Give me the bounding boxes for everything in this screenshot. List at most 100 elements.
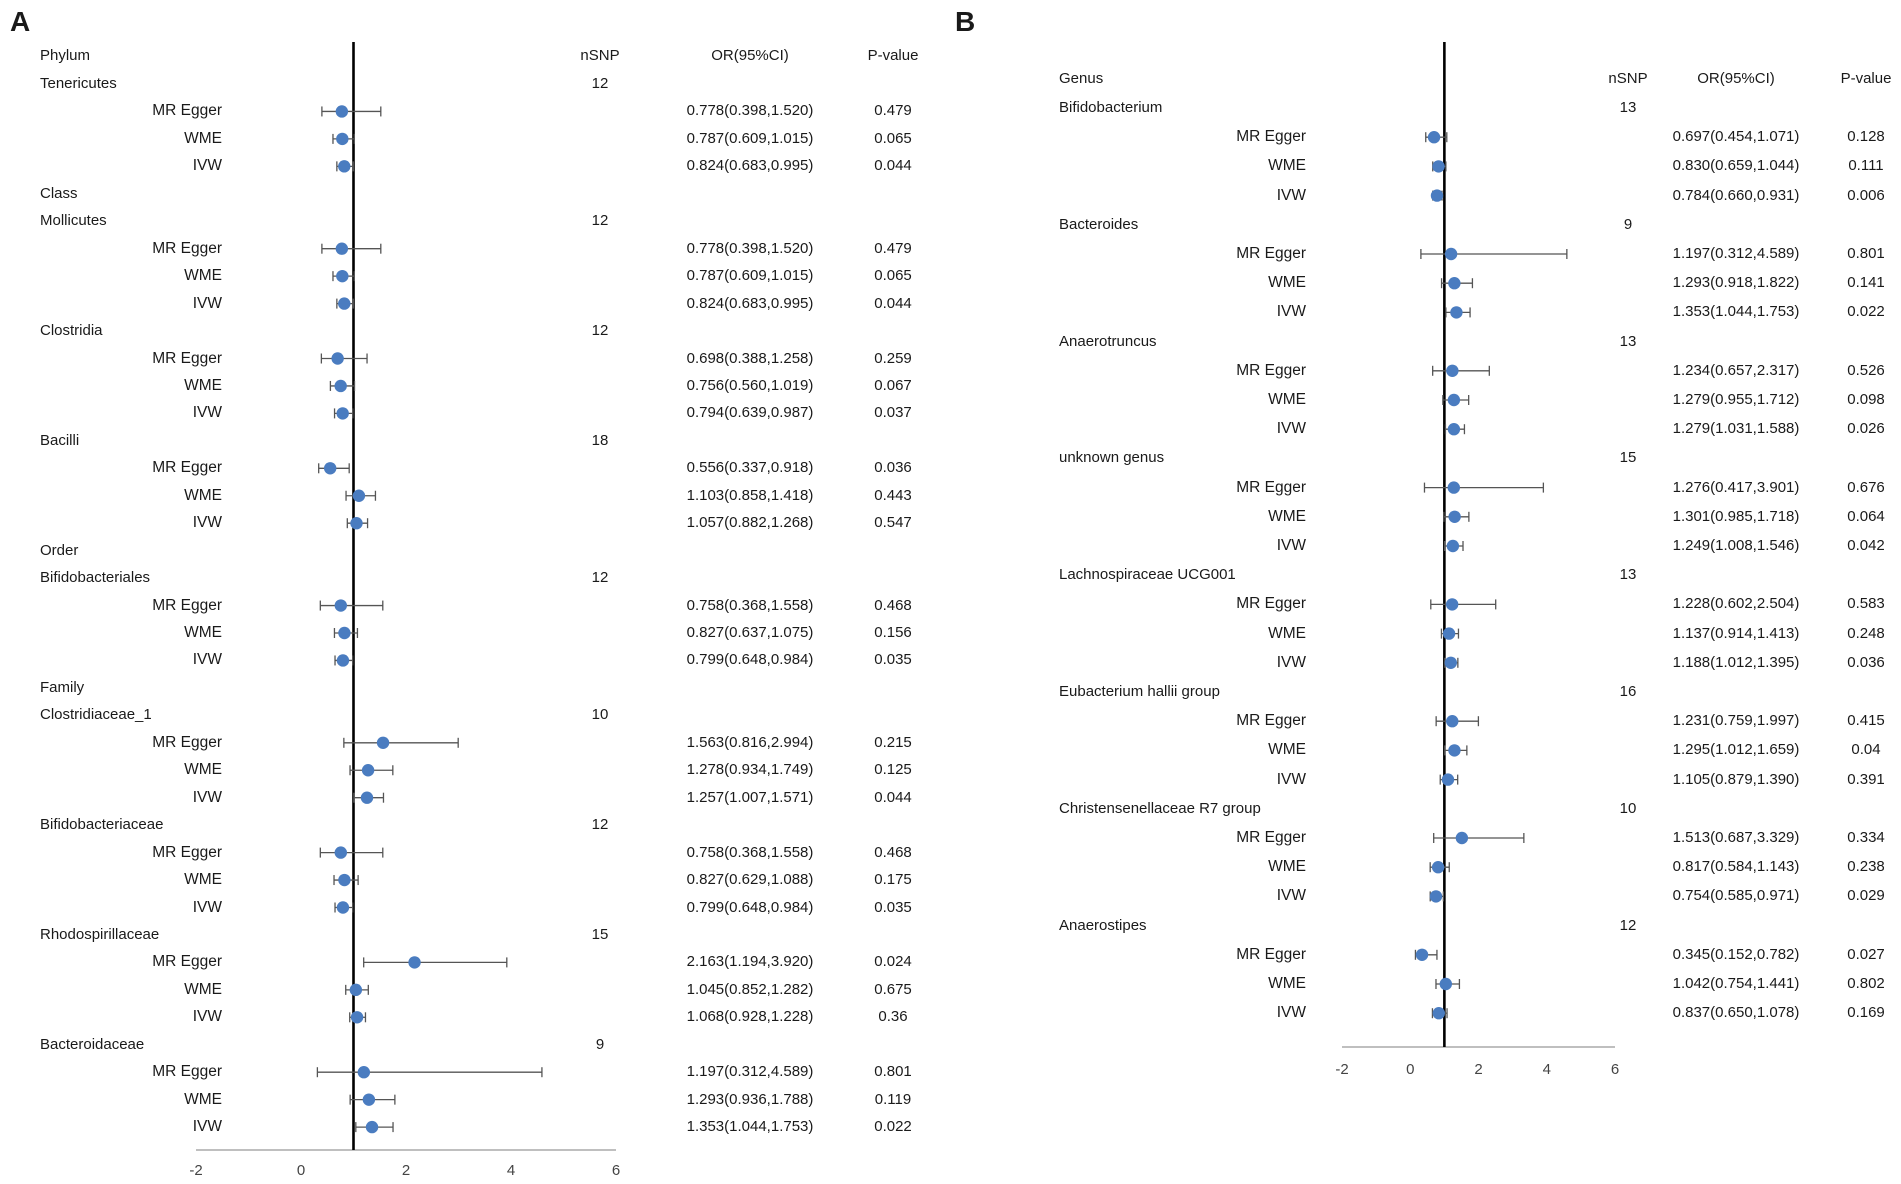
or-point (335, 242, 349, 255)
method-label: MR Egger (152, 596, 222, 614)
x-tick-label: 2 (1474, 1061, 1482, 1078)
p-value: 0.238 (1847, 858, 1885, 876)
header-or: OR(95%CI) (711, 47, 789, 64)
p-value: 0.029 (1847, 887, 1885, 905)
p-value: 0.042 (1847, 537, 1885, 554)
or-ci-value: 1.301(0.985,1.718) (1672, 507, 1800, 525)
taxonomic-rank-label: Family (40, 678, 85, 696)
or-ci-value: 0.817(0.584,1.143) (1672, 858, 1800, 876)
method-label: MR Egger (1236, 361, 1306, 379)
or-ci-value: 0.345(0.152,0.782) (1672, 945, 1800, 963)
method-label: MR Egger (1236, 712, 1306, 730)
method-label: IVW (192, 1118, 222, 1136)
p-value: 0.044 (874, 788, 912, 806)
p-value: 0.035 (874, 898, 912, 916)
nsnp-value: 12 (591, 569, 609, 587)
method-label: WME (184, 376, 222, 394)
p-value: 0.676 (1847, 478, 1885, 496)
or-ci-value: 0.556(0.337,0.918) (686, 459, 814, 477)
group-label: Anaerotruncus (1059, 332, 1157, 350)
or-ci-value: 1.276(0.417,3.901) (1672, 478, 1800, 496)
or-ci-value: 0.787(0.609,1.015) (686, 129, 814, 147)
nsnp-value: 10 (591, 706, 609, 724)
or-ci-value: 1.068(0.928,1.228) (686, 1008, 814, 1026)
or-point (323, 462, 337, 475)
method-label: MR Egger (1236, 128, 1306, 146)
or-ci-value: 1.278(0.934,1.749) (686, 761, 814, 779)
method-label: IVW (192, 788, 222, 806)
or-point (1430, 189, 1444, 202)
or-point (336, 132, 349, 146)
method-label: MR Egger (1236, 478, 1306, 496)
or-point (1455, 831, 1469, 845)
method-label: WME (1268, 858, 1306, 876)
or-point (362, 1093, 376, 1106)
or-ci-value: 1.353(1.044,1.753) (1672, 303, 1800, 321)
or-point (1415, 948, 1429, 961)
p-value: 0.04 (1851, 741, 1881, 759)
or-point (336, 654, 350, 667)
or-point (1439, 977, 1453, 991)
method-label: WME (184, 624, 222, 641)
or-point (350, 517, 363, 530)
or-point (1442, 627, 1456, 640)
or-ci-value: 1.249(1.008,1.546) (1672, 537, 1800, 554)
or-point (1448, 744, 1461, 757)
p-value: 0.006 (1847, 186, 1885, 204)
or-point (1431, 861, 1445, 874)
panel-letter: A (10, 6, 31, 37)
nsnp-value: 10 (1619, 799, 1637, 817)
or-point (334, 846, 347, 859)
nsnp-value: 12 (591, 816, 609, 834)
method-label: MR Egger (1236, 829, 1306, 846)
or-point (336, 269, 349, 283)
nsnp-value: 15 (1619, 449, 1637, 467)
header-nsnp: nSNP (1608, 70, 1648, 87)
or-point (1444, 247, 1458, 261)
or-ci-value: 0.824(0.683,0.995) (686, 294, 814, 312)
method-label: MR Egger (152, 843, 222, 861)
nsnp-value: 18 (591, 431, 609, 449)
method-label: IVW (192, 898, 222, 916)
or-point (338, 297, 351, 310)
or-ci-value: 0.756(0.560,1.019) (686, 376, 814, 394)
or-point (331, 352, 344, 365)
x-tick-label: -2 (189, 1162, 202, 1179)
group-label: Mollicutes (40, 212, 107, 230)
or-ci-value: 1.234(0.657,2.317) (1672, 361, 1800, 379)
nsnp-value: 12 (591, 75, 609, 92)
p-value: 0.156 (874, 624, 912, 641)
p-value: 0.141 (1847, 274, 1885, 292)
method-label: MR Egger (1236, 595, 1306, 613)
or-ci-value: 1.228(0.602,2.504) (1672, 595, 1800, 613)
or-ci-value: 2.163(1.194,3.920) (686, 953, 814, 971)
x-tick-label: 6 (612, 1162, 620, 1179)
method-label: WME (1268, 975, 1306, 992)
x-tick-label: -2 (1335, 1061, 1348, 1078)
p-value: 0.215 (874, 733, 912, 751)
or-ci-value: 1.045(0.852,1.282) (686, 980, 814, 998)
header-taxon: Phylum (40, 47, 91, 64)
header-or: OR(95%CI) (1697, 70, 1775, 87)
p-value: 0.801 (874, 1063, 912, 1081)
forest-plot: -2 0 2 4 6 (189, 42, 620, 1179)
group-label: Rhodospirillaceae (40, 925, 160, 943)
x-tick-label: 2 (402, 1162, 410, 1179)
header-nsnp: nSNP (580, 47, 620, 64)
or-ci-value: 0.787(0.609,1.015) (686, 267, 814, 285)
p-value: 0.022 (1847, 303, 1885, 321)
p-value: 0.248 (1847, 624, 1885, 642)
or-point (1446, 364, 1459, 377)
or-point (334, 599, 347, 612)
or-point (408, 956, 421, 969)
x-tick-label: 6 (1611, 1061, 1619, 1078)
or-ci-value: 1.513(0.687,3.329) (1672, 829, 1800, 846)
or-ci-value: 0.830(0.659,1.044) (1672, 157, 1800, 175)
method-label: IVW (1276, 537, 1306, 554)
p-value: 0.035 (874, 651, 912, 669)
or-ci-value: 1.279(1.031,1.588) (1672, 420, 1800, 438)
or-point (1447, 393, 1461, 407)
p-value: 0.024 (874, 953, 912, 971)
p-value: 0.547 (874, 514, 912, 532)
or-point (334, 379, 347, 393)
